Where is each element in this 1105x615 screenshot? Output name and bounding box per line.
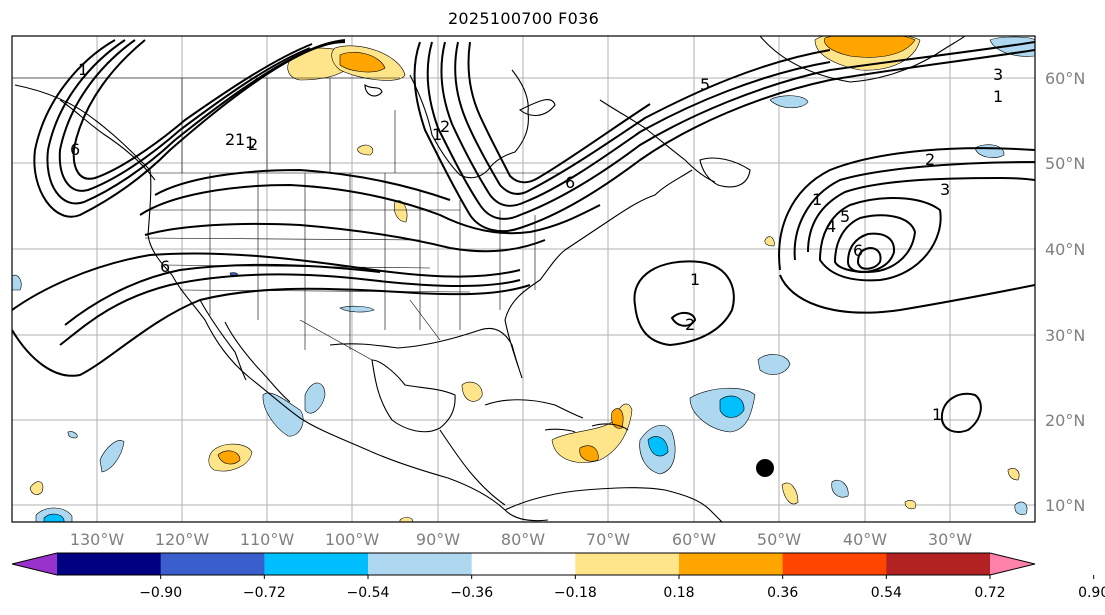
contour-label: 1 [932,405,942,424]
colorbar-bin [471,553,576,575]
lat-tick-label: 10°N [1045,496,1085,515]
lon-tick-label: 110°W [240,530,295,549]
colorbar: −0.90 −0.72 −0.54 −0.36 −0.18 0.18 0.36 0.54 0.7… [11,552,1105,601]
colorbar-tick-label: −0.18 [554,585,597,601]
colorbar-bin [368,553,473,575]
contour-label-group: 1 2 1 2 1 2 6 6 1 5 3 1 2 3 1 4 5 6 1 2 … [70,60,1003,424]
colorbar-extend-low [12,553,57,575]
lat-tick-label: 30°N [1045,326,1085,345]
latitude-axis: 60°N 50°N 40°N 30°N 20°N 10°N [1045,69,1085,515]
lon-tick-label: 60°W [672,530,716,549]
lat-tick-label: 40°N [1045,240,1085,259]
contour-label: 6 [160,257,170,276]
contour-label: 5 [840,207,850,226]
contour-label: 5 [700,75,710,94]
contour-label: 6 [853,241,863,260]
lon-tick-label: 30°W [928,530,972,549]
contour-label: 2 [440,117,450,136]
contour-label: 1 [78,60,88,79]
colorbar-bin [886,553,991,575]
colorbar-tick-label: −0.72 [243,585,286,601]
map-title: 2025100700 F036 [447,9,600,28]
colorbar-tick-label: −0.54 [347,585,390,601]
contour-label: 2 [685,315,695,334]
lon-tick-label: 50°W [757,530,801,549]
colorbar-tick-label: −0.36 [450,585,493,601]
shaded-anomalies [12,36,1035,522]
lon-tick-label: 80°W [501,530,545,549]
political-borders [12,77,560,361]
contour-label: 1 [812,190,822,209]
colorbar-tick-label: 0.18 [663,585,694,601]
lat-tick-label: 20°N [1045,411,1085,430]
contour-label: 2 [925,150,935,169]
contour-label: 1 [690,270,700,289]
colorbar-outline [11,552,1036,576]
contour-label: 4 [826,217,836,236]
lon-tick-label: 90°W [416,530,460,549]
lon-tick-label: 40°W [843,530,887,549]
colorbar-tick-label: 0.54 [871,585,902,601]
lat-tick-label: 60°N [1045,69,1085,88]
colorbar-extend-high [990,553,1035,575]
contour-label: 2 [225,130,235,149]
lon-tick-label: 100°W [325,530,380,549]
contour-label: 2 [248,135,258,154]
colorbar-tick-label: 0.36 [767,585,798,601]
contour-lines [12,39,1035,433]
longitude-axis: 130°W 120°W 110°W 100°W 90°W 80°W 70°W 6… [70,530,972,549]
contour-label: 1 [235,130,245,149]
storm-position-marker [756,459,774,477]
map-frame [11,35,1036,523]
lat-tick-label: 50°N [1045,154,1085,173]
contour-label: 3 [940,180,950,199]
contour-label: 1 [245,133,255,152]
lon-tick-label: 130°W [70,530,125,549]
colorbar-bin [160,553,265,575]
contour-label: 1 [432,125,442,144]
lon-tick-label: 70°W [586,530,630,549]
contour-label: 3 [993,65,1003,84]
gridlines [12,36,1035,522]
colorbar-bin [264,553,369,575]
colorbar-bin [575,553,680,575]
contour-label: 6 [70,140,80,159]
colorbar-bin [57,553,162,575]
colorbar-tick-label: 0.90 [1078,585,1105,601]
colorbar-bin [782,553,887,575]
colorbar-tick-label: 0.72 [974,585,1005,601]
colorbar-bin [679,553,784,575]
contour-label: 6 [565,173,575,192]
lon-tick-label: 120°W [155,530,210,549]
colorbar-tick-label: −0.90 [139,585,182,601]
contour-label: 1 [993,87,1003,106]
